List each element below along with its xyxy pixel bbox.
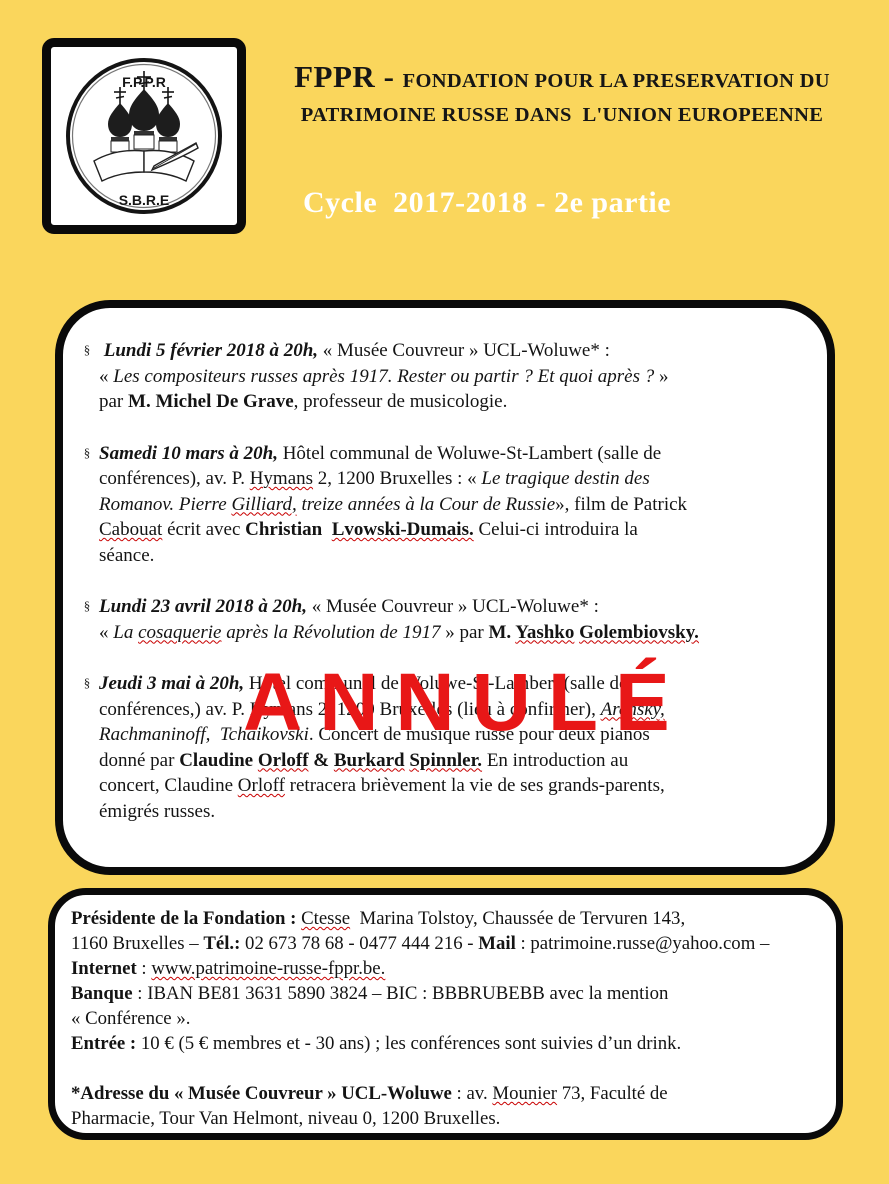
org-title-line2: PATRIMOINE RUSSE DANS L'UNION EUROPEENNE xyxy=(300,104,824,126)
event-item-2: § Samedi 10 mars à 20h, Hôtel communal d… xyxy=(75,441,799,569)
event-marker: § xyxy=(83,675,91,690)
event-marker: § xyxy=(83,444,91,460)
event-item-3: § Lundi 23 avril 2018 à 20h, « Musée Cou… xyxy=(75,594,799,645)
footer-box: Présidente de la Fondation : Ctesse Mari… xyxy=(48,888,843,1140)
event-item-1: § Lundi 5 février 2018 à 20h, « Musée Co… xyxy=(75,338,799,415)
org-title-acronym: FPPR - xyxy=(294,59,403,94)
logo-bottom-label: S.B.R.E xyxy=(119,192,170,208)
event-text-2: Samedi 10 mars à 20h, Hôtel communal de … xyxy=(99,442,688,566)
onion-domes-icon xyxy=(108,89,180,153)
annule-stamp: ANNULÉ xyxy=(243,657,687,748)
event-text-4: Jeudi 3 mai à 20h, Hôtel communal de Wol… xyxy=(99,673,665,822)
event-text-3: Lundi 23 avril 2018 à 20h, « Musée Couvr… xyxy=(99,596,699,643)
events-box: § Lundi 5 février 2018 à 20h, « Musée Co… xyxy=(55,300,835,875)
fppr-logo: F.P.P.R S.B.R.E xyxy=(42,38,246,234)
event-marker: § xyxy=(83,598,91,613)
orthodox-crosses-icon xyxy=(114,71,174,105)
org-title: FPPR - FONDATION POUR LA PRESERVATION DU… xyxy=(272,60,852,133)
event-marker: § xyxy=(83,342,91,357)
org-title-line1: FONDATION POUR LA PRESERVATION DU xyxy=(402,70,830,92)
book-quill-icon xyxy=(93,141,199,182)
fppr-logo-emblem: F.P.P.R S.B.R.E xyxy=(66,58,222,214)
cycle-subtitle: Cycle 2017-2018 - 2e partie xyxy=(303,186,672,219)
event-item-4: § Jeudi 3 mai à 20h, Hôtel communal de W… xyxy=(75,671,799,824)
event-text-1: Lundi 5 février 2018 à 20h, « Musée Couv… xyxy=(99,340,669,412)
footer-text: Présidente de la Fondation : Ctesse Mari… xyxy=(71,908,770,1129)
